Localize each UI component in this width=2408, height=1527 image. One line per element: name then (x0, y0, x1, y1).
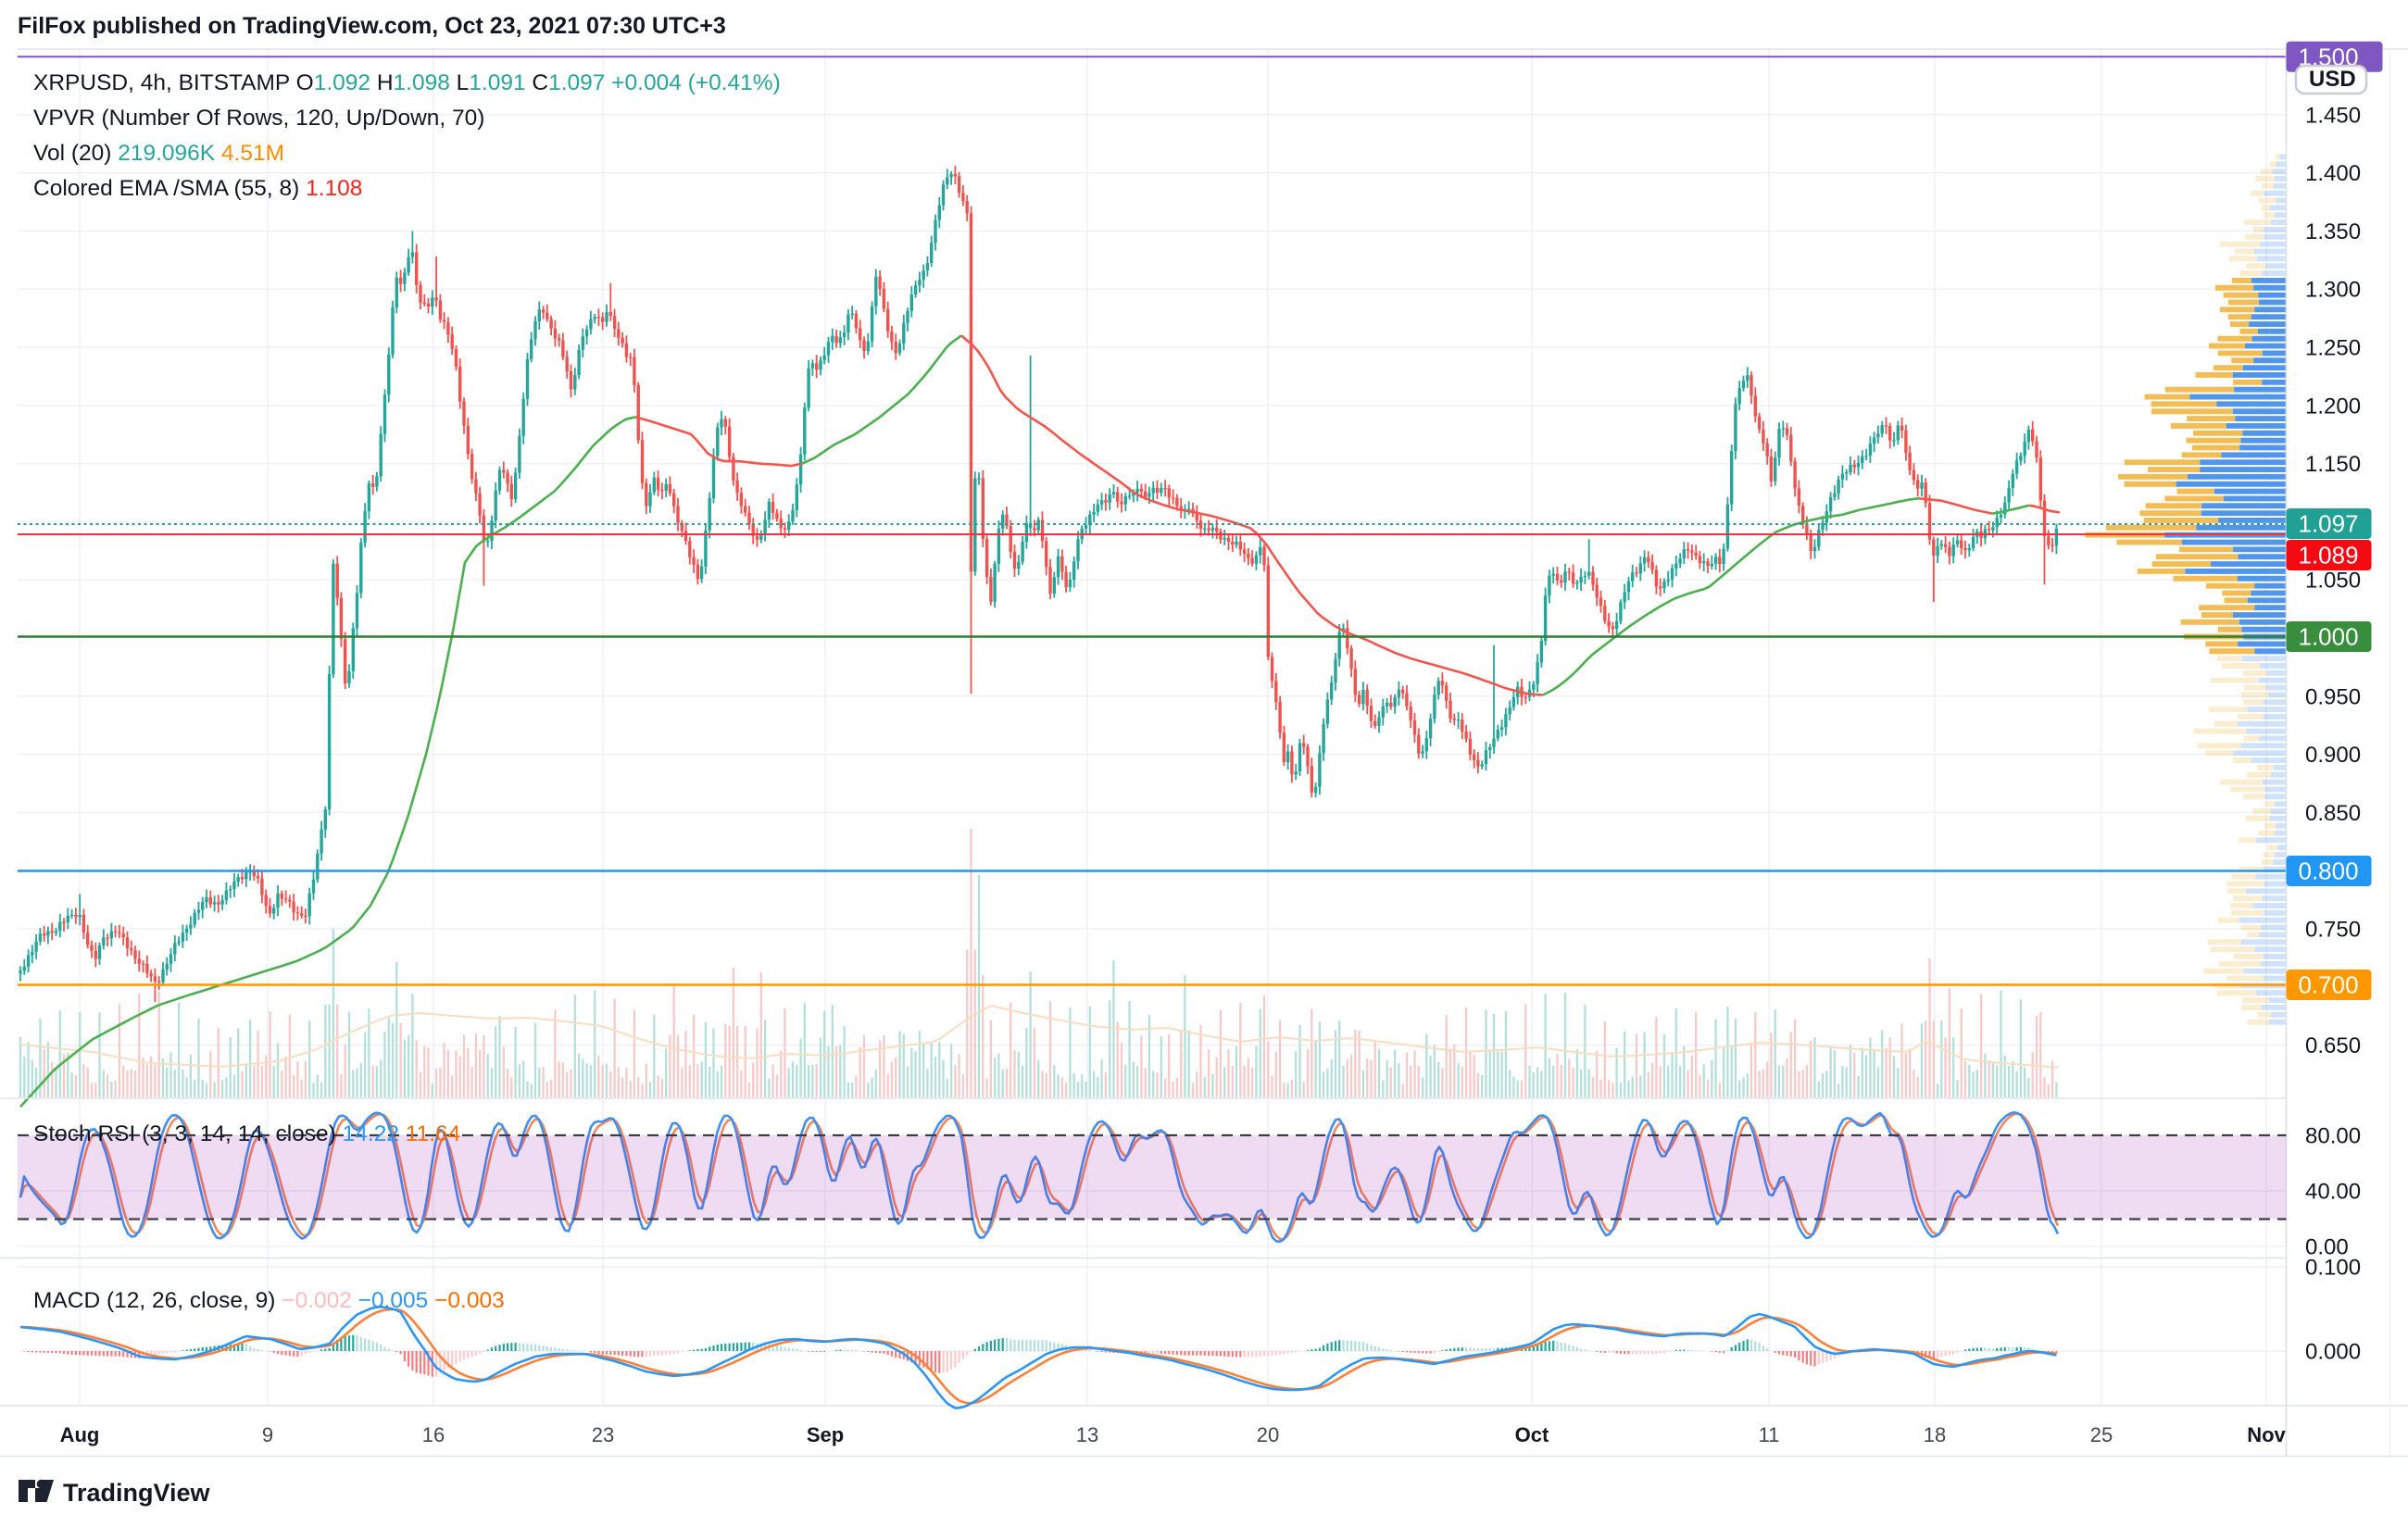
svg-text:1.250: 1.250 (2305, 336, 2361, 361)
svg-text:0.850: 0.850 (2305, 801, 2361, 826)
svg-text:1.300: 1.300 (2305, 278, 2361, 303)
svg-text:0.000: 0.000 (2305, 1340, 2361, 1365)
svg-text:0.800: 0.800 (2299, 857, 2359, 885)
svg-text:TradingView: TradingView (63, 1479, 211, 1507)
svg-text:0.950: 0.950 (2305, 684, 2361, 709)
svg-text:1.200: 1.200 (2305, 394, 2361, 419)
svg-text:23: 23 (592, 1423, 614, 1446)
svg-text:1.450: 1.450 (2305, 103, 2361, 128)
svg-text:0.00: 0.00 (2305, 1235, 2349, 1260)
svg-text:VPVR (Number Of Rows, 120, Up/: VPVR (Number Of Rows, 120, Up/Down, 70) (33, 106, 484, 131)
svg-text:1.350: 1.350 (2305, 219, 2361, 244)
svg-text:1.089: 1.089 (2299, 542, 2359, 569)
svg-text:1.400: 1.400 (2305, 161, 2361, 186)
svg-text:Colored EMA /SMA (55, 8) 1.10: Colored EMA /SMA (55, 8) 1.108 (33, 176, 362, 201)
svg-text:16: 16 (422, 1423, 445, 1446)
svg-text:0.750: 0.750 (2305, 918, 2361, 943)
svg-text:9: 9 (262, 1423, 273, 1446)
svg-text:18: 18 (1924, 1423, 1946, 1446)
svg-text:20: 20 (1257, 1423, 1279, 1446)
svg-text:1.000: 1.000 (2299, 623, 2359, 651)
svg-text:Vol (20) 219.096K 4.51M: Vol (20) 219.096K 4.51M (33, 141, 284, 166)
svg-text:FilFox published on TradingVie: FilFox published on TradingView.com, Oct… (18, 13, 726, 39)
svg-text:Oct: Oct (1515, 1423, 1549, 1446)
svg-text:XRPUSD, 4h, BITSTAMP O1.092: XRPUSD, 4h, BITSTAMP O1.092 H1.098 L1.09… (33, 70, 781, 95)
svg-text:1.150: 1.150 (2305, 452, 2361, 477)
svg-text:1.050: 1.050 (2305, 569, 2361, 594)
svg-text:1.097: 1.097 (2299, 510, 2359, 538)
svg-text:13: 13 (1076, 1423, 1098, 1446)
svg-text:0.700: 0.700 (2299, 971, 2359, 999)
svg-text:0.100: 0.100 (2305, 1256, 2361, 1281)
svg-text:0.900: 0.900 (2305, 743, 2361, 768)
svg-text:Stoch RSI (3, 3, 14, 14, close: Stoch RSI (3, 3, 14, 14, close) 14.22 11… (33, 1121, 460, 1146)
svg-text:Sep: Sep (807, 1423, 844, 1446)
svg-text:40.00: 40.00 (2305, 1180, 2361, 1205)
svg-text:Nov: Nov (2247, 1423, 2286, 1446)
svg-text:25: 25 (2090, 1423, 2113, 1446)
svg-text:0.650: 0.650 (2305, 1033, 2361, 1058)
svg-text:MACD (12, 26, close, 9) −0.00: MACD (12, 26, close, 9) −0.002 −0.005 −0… (33, 1288, 505, 1313)
svg-text:80.00: 80.00 (2305, 1124, 2361, 1149)
svg-text:11: 11 (1759, 1423, 1780, 1446)
svg-text:USD: USD (2309, 67, 2356, 92)
svg-text:Aug: Aug (60, 1423, 100, 1446)
